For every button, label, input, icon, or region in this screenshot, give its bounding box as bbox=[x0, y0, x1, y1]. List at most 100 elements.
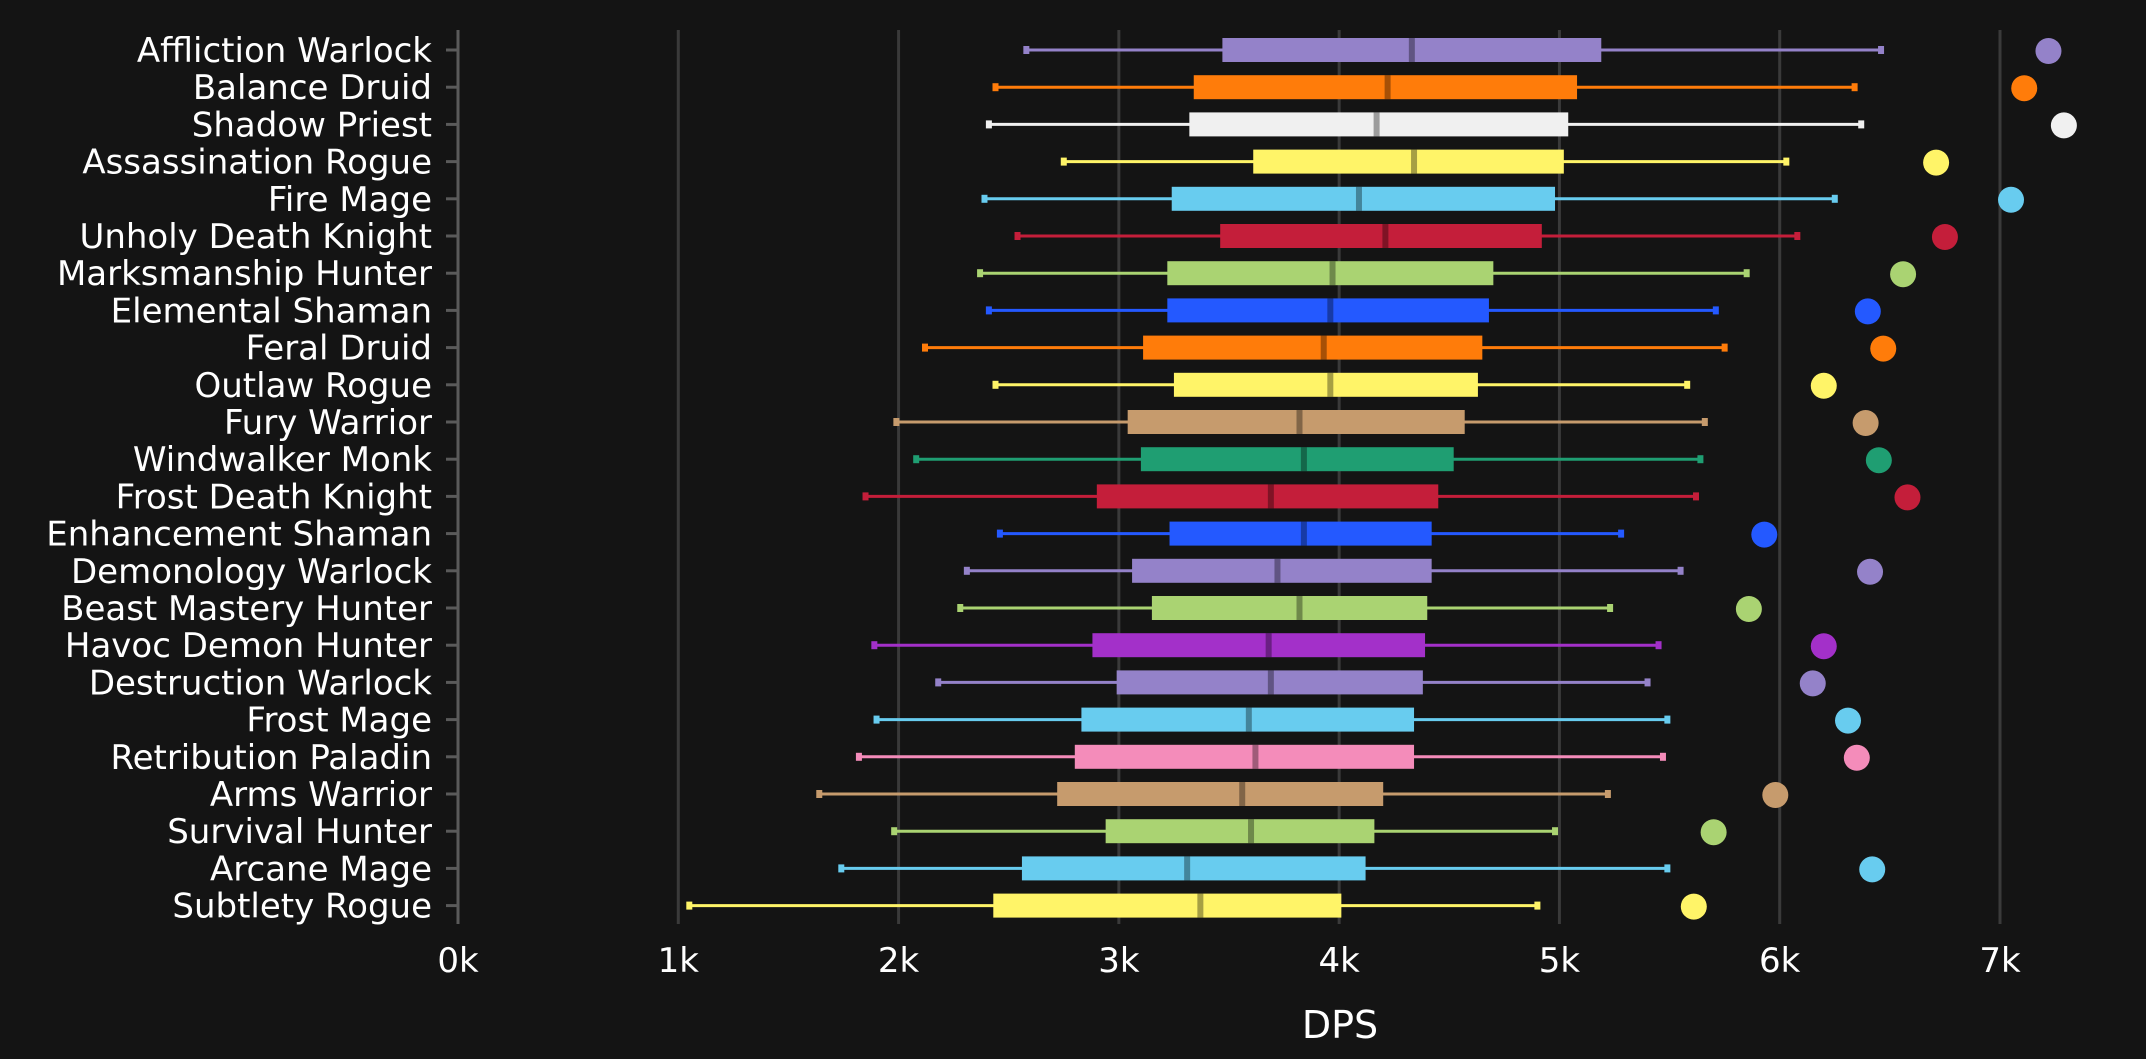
box-group bbox=[992, 75, 1858, 100]
whisker-cap-max bbox=[1701, 418, 1708, 426]
whisker-cap-max bbox=[1664, 864, 1671, 873]
whisker-cap-max bbox=[1878, 46, 1885, 54]
box-median bbox=[1248, 819, 1255, 844]
box-group bbox=[957, 596, 1614, 620]
whisker-cap-min bbox=[992, 83, 999, 92]
box-median bbox=[1300, 521, 1307, 546]
top-point bbox=[2050, 112, 2077, 139]
category-label: Retribution Paladin bbox=[110, 738, 432, 778]
box-median bbox=[1408, 38, 1415, 62]
x-tick-label: 7k bbox=[1979, 941, 2021, 981]
box-iqr bbox=[1127, 410, 1465, 434]
whisker-cap-min bbox=[992, 380, 999, 389]
box-group bbox=[891, 819, 1559, 844]
whisker-cap-min bbox=[981, 194, 988, 203]
box-iqr bbox=[993, 893, 1342, 918]
whisker-cap-max bbox=[1831, 194, 1838, 203]
box-series bbox=[686, 38, 1885, 918]
whisker-cap-min bbox=[1023, 46, 1030, 54]
category-label: Unholy Death Knight bbox=[79, 217, 432, 257]
top-point bbox=[1835, 707, 1862, 734]
category-label: Arcane Mage bbox=[210, 849, 432, 889]
top-point bbox=[1998, 186, 2025, 213]
whisker-cap-min bbox=[838, 864, 845, 873]
whisker-cap-min bbox=[862, 492, 869, 501]
whisker-cap-min bbox=[1014, 232, 1021, 240]
box-iqr bbox=[1081, 707, 1415, 732]
whisker-cap-min bbox=[957, 604, 964, 612]
category-label: Feral Druid bbox=[246, 329, 432, 369]
box-median bbox=[1382, 224, 1389, 248]
category-label: Windwalker Monk bbox=[133, 440, 432, 480]
box-group bbox=[963, 558, 1684, 583]
whisker-cap-max bbox=[1794, 232, 1801, 240]
box-group bbox=[922, 335, 1728, 360]
category-label: Elemental Shaman bbox=[111, 291, 432, 331]
category-label: Fury Warrior bbox=[224, 403, 432, 443]
x-axis-title: DPS bbox=[1302, 1003, 1378, 1047]
box-iqr bbox=[1105, 819, 1375, 844]
whisker-cap-max bbox=[1534, 901, 1541, 910]
whisker-cap-min bbox=[996, 529, 1003, 538]
whisker-cap-min bbox=[985, 120, 992, 129]
x-tick-label: 2k bbox=[878, 941, 920, 981]
x-tick-labels: 0k 1k 2k 3k 4k 5k 6k 7k bbox=[437, 941, 2021, 981]
top-point bbox=[1735, 596, 1762, 622]
box-median bbox=[1252, 744, 1259, 769]
x-tick-label: 5k bbox=[1539, 941, 1581, 981]
whisker-cap-max bbox=[1693, 492, 1700, 501]
category-label: Arms Warrior bbox=[210, 775, 432, 815]
box-iqr bbox=[1167, 261, 1494, 286]
whisker-cap-max bbox=[1721, 343, 1728, 352]
box-group bbox=[977, 261, 1750, 286]
category-label: Enhancement Shaman bbox=[46, 515, 432, 555]
box-group bbox=[686, 893, 1541, 918]
box-median bbox=[1184, 856, 1191, 881]
box-iqr bbox=[1116, 670, 1423, 695]
whisker-cap-max bbox=[1684, 380, 1691, 389]
box-median bbox=[1274, 558, 1281, 583]
box-group bbox=[985, 298, 1719, 323]
box-iqr bbox=[1193, 75, 1578, 100]
box-median bbox=[1384, 75, 1391, 100]
whisker-cap-min bbox=[963, 566, 970, 575]
box-median bbox=[1373, 112, 1380, 137]
x-tick-label: 1k bbox=[658, 941, 700, 981]
whisker-cap-min bbox=[816, 790, 823, 798]
whisker-cap-max bbox=[1712, 306, 1719, 315]
top-point bbox=[2011, 75, 2038, 102]
whisker-cap-max bbox=[1607, 604, 1614, 612]
box-median bbox=[1265, 633, 1272, 658]
box-iqr bbox=[1222, 38, 1602, 62]
top-point bbox=[1751, 521, 1778, 548]
box-median bbox=[1239, 782, 1246, 806]
whisker-cap-max bbox=[1677, 566, 1684, 575]
whisker-cap-min bbox=[686, 901, 693, 910]
category-label: Outlaw Rogue bbox=[195, 366, 433, 406]
whisker-cap-max bbox=[1783, 157, 1790, 166]
box-iqr bbox=[1140, 447, 1454, 472]
x-tick-label: 6k bbox=[1759, 941, 1801, 981]
x-tick-label: 3k bbox=[1098, 941, 1140, 981]
box-median bbox=[1320, 335, 1327, 360]
box-group bbox=[992, 372, 1691, 397]
category-label: Affliction Warlock bbox=[137, 31, 432, 71]
whisker-cap-max bbox=[1664, 715, 1671, 724]
whisker-cap-max bbox=[1851, 83, 1858, 92]
box-iqr bbox=[1220, 224, 1542, 248]
whisker-cap-max bbox=[1552, 827, 1559, 836]
box-iqr bbox=[1074, 744, 1415, 769]
box-group bbox=[871, 633, 1662, 658]
grid-lines bbox=[676, 30, 2002, 924]
box-iqr bbox=[1057, 782, 1384, 806]
box-group bbox=[935, 670, 1651, 695]
x-tick-label: 4k bbox=[1318, 941, 1360, 981]
top-point bbox=[1865, 447, 1892, 474]
category-label: Destruction Warlock bbox=[89, 663, 432, 703]
x-tick-label: 0k bbox=[437, 941, 479, 981]
box-group bbox=[816, 782, 1611, 806]
category-label: Fire Mage bbox=[268, 180, 432, 220]
box-median bbox=[1329, 261, 1336, 286]
